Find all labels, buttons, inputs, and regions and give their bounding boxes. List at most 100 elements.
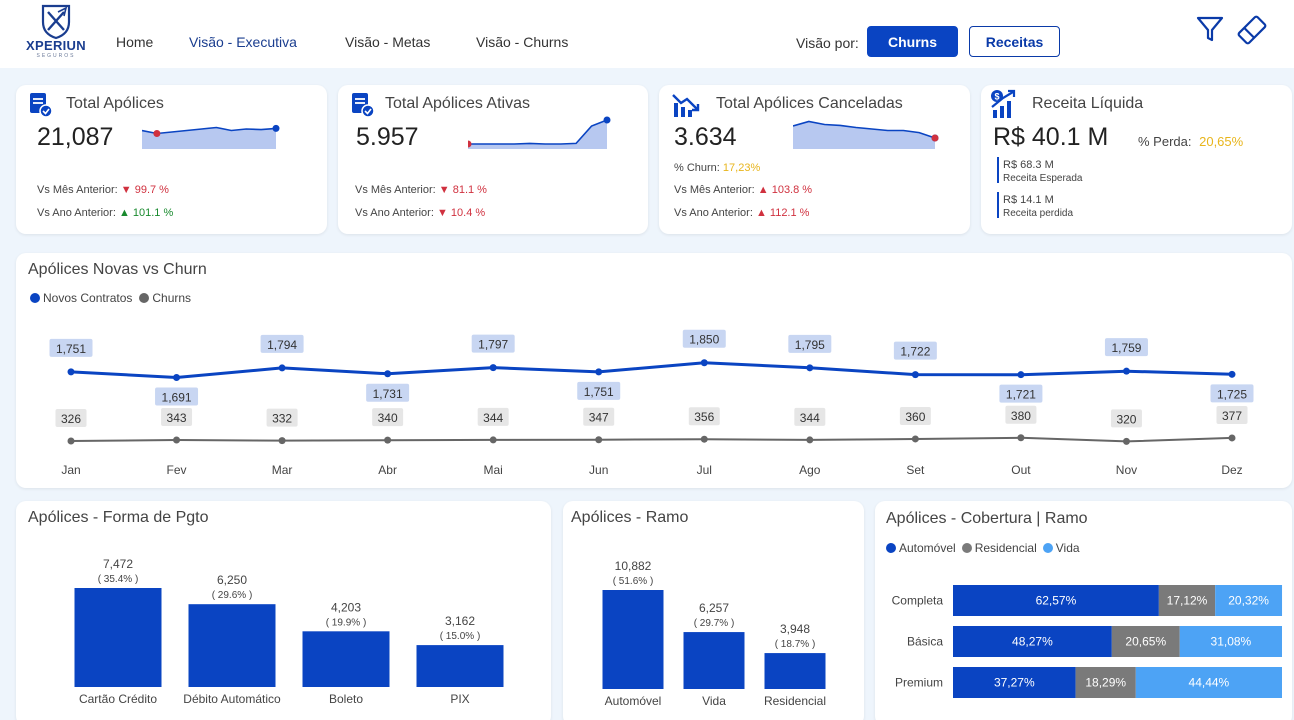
churns-data-label: 320 [1116,412,1136,426]
nav-home[interactable]: Home [116,34,154,50]
churns-point [1017,434,1025,442]
churns-point [806,436,814,444]
chart-ramo: Apólices - Ramo 10,882 ( 51.6% ) Automóvel… [563,501,864,720]
stack-segment [953,626,1112,657]
receitas-button[interactable]: Receitas [969,26,1060,57]
churn-label: % Churn: [674,162,720,174]
x-tick-label: Mai [484,463,503,477]
chart-down-icon [672,94,700,117]
line-chart-svg: 1,751 1,691 1,794 1,731 1,797 1,751 1,850 1,795… [49,329,1254,477]
churns-data-label: 332 [272,412,292,426]
sparkline-min-point [468,140,472,148]
bar-category-label: Débito Automático [183,692,281,706]
novos-label-bg [682,329,726,348]
vs-ano-value: ▲ 101.1 % [118,207,174,219]
filter-icon[interactable] [1195,13,1225,45]
novos-label-bg [788,334,832,353]
stack-segment [953,667,1076,698]
vs-mes-anterior: Vs Mês Anterior: ▼ 81.1 % [355,184,487,196]
bar [416,645,504,687]
nav-visao-churns[interactable]: Visão - Churns [476,34,569,50]
novos-label-bg [893,341,937,360]
x-tick-label: Fev [167,463,187,477]
bar-percent-label: ( 18.7% ) [775,639,816,650]
bar-value-label: 3,948 [780,622,810,636]
bar [602,590,664,689]
perda-rate: % Perda: 20,65% [1138,134,1243,149]
novos-data-label: 1,691 [162,390,192,404]
sparkline-last-point [272,124,280,132]
perdida-bar [997,192,999,218]
novos-label-bg [471,334,515,353]
sparkline-last-point [603,116,611,124]
churn-rate: % Churn: 17,23% [674,162,760,174]
sparkline-line [142,126,277,135]
sparkline-line [793,120,936,139]
bar [683,632,745,689]
novos-point [595,368,603,376]
document-check-icon [352,93,375,118]
stack-category-label: Premium [895,676,943,690]
bar-value-label: 4,203 [331,600,361,614]
stack-segment [953,585,1159,616]
kpi-card-receita-liquida: $ Receita Líquida R$ 40.1 M % Perda: 20,… [981,85,1292,234]
novos-label-bg [49,338,93,357]
x-tick-label: Jun [589,463,608,477]
sparkline-area [142,127,276,149]
revenue-growth-icon: $ [991,89,1016,118]
perda-value: 20,65% [1199,134,1244,149]
vs-mes-anterior: Vs Mês Anterior: ▲ 103.8 % [674,184,812,196]
novos-point [700,359,708,367]
churns-data-label: 356 [694,410,714,424]
bar [764,653,826,689]
bar [74,588,162,687]
churns-data-label: 377 [1222,409,1242,423]
chart-title: Apólices - Cobertura | Ramo [886,510,1088,527]
novos-point [67,368,75,376]
novos-data-label: 1,795 [795,338,825,352]
churns-label-bg [1216,405,1248,424]
legend-dot-residencial [961,543,972,553]
novos-point [173,373,181,381]
sparkline-min-point [931,134,939,142]
receita-perdida-value: R$ 14.1 M [1003,194,1054,206]
novos-data-label: 1,725 [1217,387,1247,401]
x-tick-label: Abr [378,463,397,477]
chart-forma-pgto: Apólices - Forma de Pgto 7,472 ( 35.4% ) C… [16,501,551,720]
vs-ano-anterior: Vs Ano Anterior: ▲ 112.1 % [674,207,809,219]
kpi-value: 5.957 [356,123,419,151]
novos-point [1228,370,1236,378]
legend-churns: Churns [152,291,192,305]
vs-ano-label: Vs Ano Anterior: [37,207,116,219]
novos-data-label: 1,794 [267,338,297,352]
brand-logo[interactable]: XPERIUN SEGUROS [22,4,90,62]
stack-segment [1215,585,1283,616]
churns-button[interactable]: Churns [867,26,958,57]
bar-value-label: 6,257 [699,601,729,615]
bar-percent-label: ( 29.7% ) [694,618,735,629]
legend-residencial: Residencial [974,541,1037,555]
novos-data-label: 1,759 [1111,341,1141,355]
kpi-title: Receita Líquida [1032,95,1144,112]
novos-contratos-line [70,361,1233,380]
vs-mes-value: ▼ 81.1 % [438,184,487,196]
churns-point [173,436,181,444]
churns-point [700,435,708,443]
svg-text:$: $ [994,92,999,102]
novos-label-bg [1104,338,1148,357]
legend-novos: Novos Contratos [43,291,133,305]
bar-chart-pgto-svg: 7,472 ( 35.4% ) Cartão Crédito 6,250 ( 29.6%… [74,557,504,706]
novos-label-bg [1210,384,1254,403]
stack-segment [1111,626,1180,657]
novos-data-label: 1,731 [373,387,403,401]
churns-label-bg [899,406,931,425]
sparkline-min-point [153,130,161,137]
x-tick-label: Ago [799,463,821,477]
eraser-icon[interactable] [1234,13,1270,47]
novos-point [278,364,286,372]
nav-visao-metas[interactable]: Visão - Metas [345,34,431,50]
kpi-card-apolices-ativas: Total Apólices Ativas 5.957 Vs Mês Anter… [338,85,648,234]
kpi-sparkline [468,116,611,149]
nav-visao-executiva[interactable]: Visão - Executiva [189,34,297,50]
vs-mes-value: ▼ 99.7 % [120,184,169,196]
